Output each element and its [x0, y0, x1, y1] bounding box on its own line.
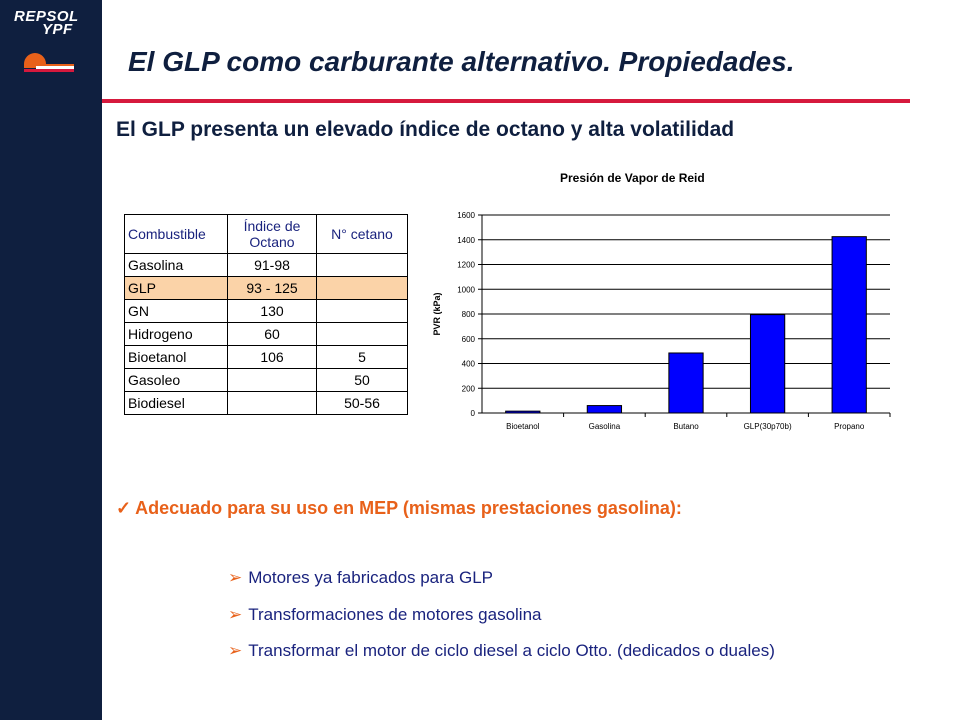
arrow-bullet-icon: ➢	[228, 641, 243, 660]
table-row: Gasolina 91-98	[124, 253, 408, 277]
y-tick-label: 800	[462, 310, 476, 319]
x-tick-label: GLP(30p70b)	[744, 422, 792, 431]
y-tick-label: 200	[462, 384, 476, 393]
advantage-line: ✓ Adecuado para su uso en MEP (mismas pre…	[116, 498, 682, 519]
cell-cetano	[316, 276, 408, 300]
cell-combustible: Bioetanol	[124, 345, 228, 369]
cell-octano: 106	[227, 345, 317, 369]
cell-cetano: 5	[316, 345, 408, 369]
chart-title: Presión de Vapor de Reid	[560, 171, 705, 185]
header-octano: Índice de Octano	[227, 214, 317, 254]
y-tick-label: 1000	[457, 285, 475, 294]
bar	[586, 405, 623, 414]
cell-combustible: Gasolina	[124, 253, 228, 277]
table-row: GN 130	[124, 299, 408, 323]
table-row: Gasoleo 50	[124, 368, 408, 392]
cell-combustible: Biodiesel	[124, 391, 228, 415]
cell-cetano	[316, 253, 408, 277]
repsol-ypf-logo: REPSOL YPF	[14, 8, 94, 80]
y-tick-label: 400	[462, 360, 476, 369]
cell-combustible: Gasoleo	[124, 368, 228, 392]
x-tick-label: Bioetanol	[506, 422, 540, 431]
table-row: Hidrogeno 60	[124, 322, 408, 346]
header-cetano: N° cetano	[316, 214, 408, 254]
cell-octano	[227, 368, 317, 392]
arrow-bullet-icon: ➢	[228, 568, 243, 587]
page-title: El GLP como carburante alternativo. Prop…	[128, 46, 795, 77]
cell-octano	[227, 391, 317, 415]
bar	[505, 410, 541, 414]
cell-octano: 60	[227, 322, 317, 346]
logo-line1: REPSOL	[14, 8, 79, 25]
bullet-item: ➢ Motores ya fabricados para GLP	[228, 568, 493, 588]
bullet-item: ➢ Transformaciones de motores gasolina	[228, 605, 541, 625]
table-row: GLP 93 - 125	[124, 276, 408, 300]
cell-combustible: GLP	[124, 276, 228, 300]
bar	[749, 314, 786, 414]
fuel-properties-table-wrap: Combustible Índice de Octano N° cetano G…	[124, 214, 408, 415]
table-row: Biodiesel 50-56	[124, 391, 408, 415]
cell-cetano: 50-56	[316, 391, 408, 415]
y-axis-label: PVR (kPa)	[432, 292, 442, 335]
cell-octano: 130	[227, 299, 317, 323]
title-divider	[102, 99, 910, 103]
bullet-text: Transformaciones de motores gasolina	[248, 605, 542, 624]
x-tick-label: Butano	[673, 422, 699, 431]
bar	[831, 236, 867, 414]
page-subtitle: El GLP presenta un elevado índice de oct…	[116, 118, 735, 141]
logo-mark-icon	[24, 53, 74, 72]
check-icon: ✓	[116, 498, 132, 518]
cell-cetano: 50	[316, 368, 408, 392]
bullet-item: ➢ Transformar el motor de ciclo diesel a …	[228, 641, 775, 661]
cell-octano: 93 - 125	[227, 276, 317, 300]
y-tick-label: 600	[462, 335, 476, 344]
pvr-bar-chart: 0 200 400 600 800 1000 1200 1400 1600 Bioetanol Ga…	[432, 211, 891, 431]
sidebar	[0, 0, 102, 720]
y-tick-label: 1600	[457, 211, 475, 220]
arrow-bullet-icon: ➢	[228, 605, 243, 624]
cell-octano: 91-98	[227, 253, 317, 277]
fuel-properties-table: Combustible Índice de Octano N° cetano G…	[124, 214, 408, 415]
x-tick-label: Gasolina	[589, 422, 621, 431]
logo-line2: YPF	[42, 21, 73, 38]
bar	[668, 352, 704, 414]
y-tick-label: 1200	[457, 261, 475, 270]
table-header-row: Combustible Índice de Octano N° cetano	[124, 214, 408, 254]
table-row: Bioetanol 106 5	[124, 345, 408, 369]
header-combustible: Combustible	[124, 214, 228, 254]
y-tick-label: 0	[471, 409, 476, 418]
cell-combustible: Hidrogeno	[124, 322, 228, 346]
y-tick-label: 1400	[457, 236, 475, 245]
bullet-text: Transformar el motor de ciclo diesel a c…	[248, 641, 775, 660]
x-tick-label: Propano	[834, 422, 865, 431]
cell-cetano	[316, 322, 408, 346]
cell-combustible: GN	[124, 299, 228, 323]
advantage-text: Adecuado para su uso en MEP (mismas pres…	[135, 498, 682, 518]
bullet-text: Motores ya fabricados para GLP	[248, 568, 493, 587]
cell-cetano	[316, 299, 408, 323]
